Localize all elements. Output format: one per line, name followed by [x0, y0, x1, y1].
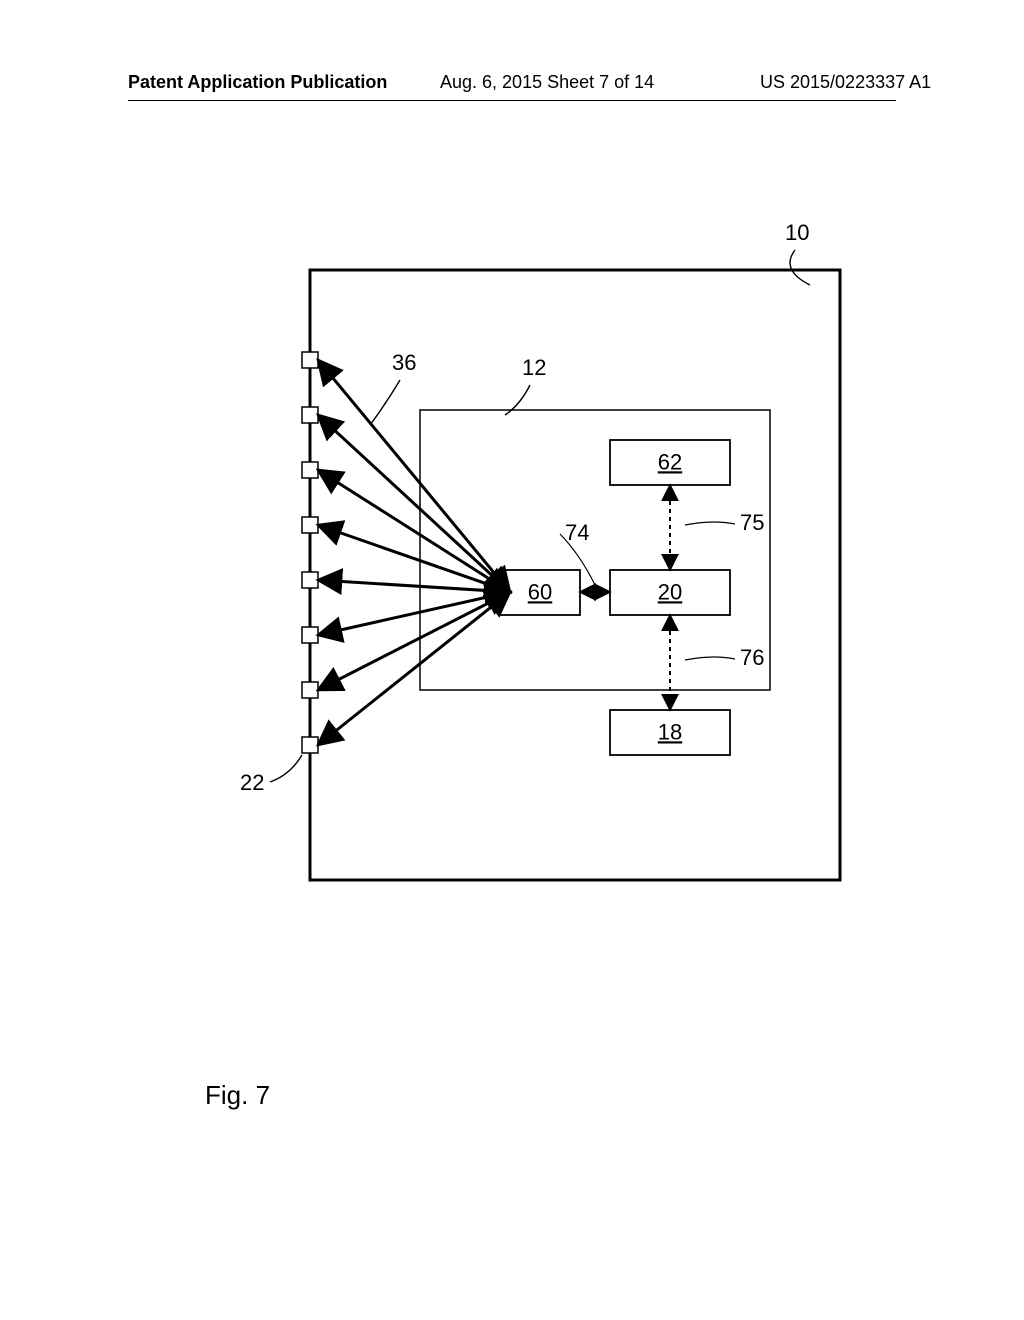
inner-enclosure: [420, 410, 770, 690]
header-date-sheet: Aug. 6, 2015 Sheet 7 of 14: [440, 72, 654, 93]
port-6: [302, 682, 318, 698]
ref-label-10: 10: [785, 220, 809, 245]
lead-line-75: [685, 522, 735, 525]
header-rule: [128, 100, 896, 101]
port-1: [302, 407, 318, 423]
link-port-2: [318, 470, 510, 592]
lead-line-76: [685, 657, 735, 660]
diagram-container: 62 20 60 18 75 74 76 10 12 36 22: [180, 210, 880, 910]
header-patent-num: US 2015/0223337 A1: [760, 72, 931, 93]
port-3: [302, 517, 318, 533]
ref-label-76: 76: [740, 645, 764, 670]
outer-enclosure: [310, 270, 840, 880]
component-label-20: 20: [658, 579, 682, 604]
lead-line-22: [270, 755, 302, 782]
page: Patent Application Publication Aug. 6, 2…: [0, 0, 1024, 1320]
component-label-62: 62: [658, 449, 682, 474]
diagram-svg: 62 20 60 18 75 74 76 10 12 36 22: [180, 210, 880, 910]
ref-label-75: 75: [740, 510, 764, 535]
ref-label-12: 12: [522, 355, 546, 380]
link-port-6: [318, 592, 510, 690]
port-4: [302, 572, 318, 588]
lead-line-36: [370, 380, 400, 425]
figure-label: Fig. 7: [205, 1080, 270, 1111]
component-label-60: 60: [528, 579, 552, 604]
lead-line-10: [790, 250, 810, 285]
page-header: Patent Application Publication Aug. 6, 2…: [0, 72, 1024, 102]
port-5: [302, 627, 318, 643]
header-publication: Patent Application Publication: [128, 72, 387, 93]
link-port-1: [318, 415, 510, 592]
port-2: [302, 462, 318, 478]
ref-label-36: 36: [392, 350, 416, 375]
port-7: [302, 737, 318, 753]
component-label-18: 18: [658, 719, 682, 744]
ref-label-74: 74: [565, 520, 589, 545]
ref-label-22: 22: [240, 770, 264, 795]
port-0: [302, 352, 318, 368]
